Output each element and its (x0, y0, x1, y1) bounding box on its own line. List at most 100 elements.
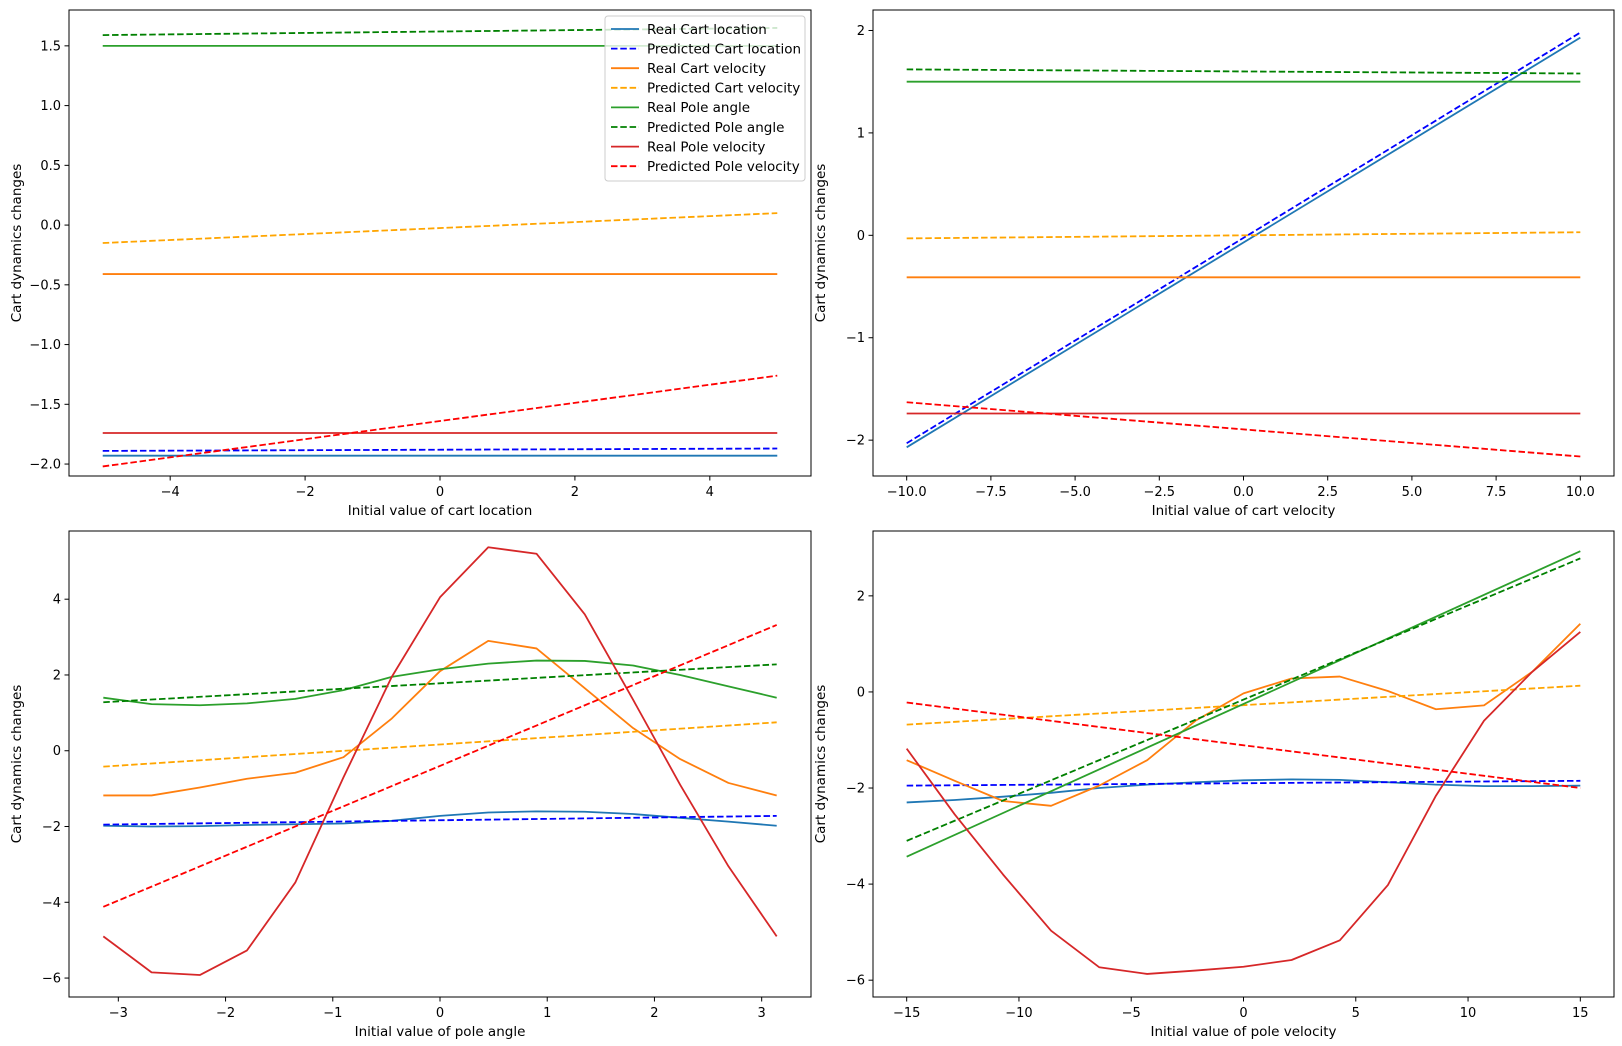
y-axis-label: Cart dynamics changes (9, 685, 25, 844)
x-tick-label: −2.5 (1144, 485, 1176, 500)
y-tick-label: −4 (846, 878, 865, 893)
y-tick-label: 0 (857, 685, 865, 700)
y-tick-label: −1.5 (29, 398, 61, 413)
x-tick-label: −2 (296, 485, 315, 500)
x-tick-label: 10 (1460, 1006, 1477, 1021)
series-line-predicted-pole-angle (103, 663, 777, 704)
y-tick-label: 0 (857, 229, 865, 244)
x-tick-label: −1 (323, 1006, 342, 1021)
series-line-real-pole-angle (906, 550, 1581, 858)
y-tick-label: −0.5 (29, 278, 61, 293)
series-line-predicted-cart-velocity (103, 721, 777, 768)
y-tick-label: −6 (42, 972, 61, 987)
series-group (906, 31, 1581, 458)
series-line-predicted-cart-velocity (102, 212, 778, 244)
y-tick-label: −2 (42, 820, 61, 835)
x-tick-label: 15 (1572, 1006, 1589, 1021)
y-tick-label: 0 (53, 744, 61, 759)
x-tick-label: −3 (109, 1006, 128, 1021)
x-axis-label: Initial value of pole velocity (1150, 1024, 1336, 1040)
legend-box (604, 15, 806, 182)
x-tick-label: 0 (436, 1006, 444, 1021)
legend-label: Real Cart velocity (647, 61, 766, 77)
x-tick-label: −15 (893, 1006, 920, 1021)
subplot-2: −10.0 −7.5 −5.0 −2.5 0.0 2.5 5.0 7.5 10.0 −2 −1 0 1 2… (813, 9, 1615, 519)
series-line-predicted-pole-angle (906, 557, 1581, 842)
series-line-predicted-pole-velocity (102, 374, 778, 468)
x-tick-label: 5 (1352, 1006, 1360, 1021)
x-tick-label: −4 (161, 485, 180, 500)
x-tick-label: −5 (1122, 1006, 1141, 1021)
series-line-predicted-cart-velocity (906, 231, 1581, 240)
subplot-1: −4 −2 0 2 4 −2.0 −1.5 −1.0 −0.5 0.0 0.5 1.0 1.5 Initi… (9, 9, 812, 519)
series-group (905, 550, 1581, 975)
legend-label: Real Pole angle (647, 100, 750, 116)
x-tick-label: 0 (436, 485, 444, 500)
y-tick-label: −2 (846, 782, 865, 797)
y-tick-label: −4 (42, 896, 61, 911)
x-tick-label: −2 (216, 1006, 235, 1021)
series-line-predicted-cart-velocity (906, 684, 1581, 726)
y-tick-label: 1 (857, 126, 865, 141)
series-line-predicted-cart-location (103, 815, 777, 826)
y-tick-label: 4 (53, 593, 61, 608)
series-line-real-pole-velocity (102, 546, 778, 976)
x-tick-label: 10.0 (1566, 485, 1595, 500)
x-axis-label: Initial value of pole angle (355, 1024, 526, 1040)
x-tick-label: 5.0 (1402, 485, 1423, 500)
y-tick-label: 2 (857, 589, 865, 604)
y-axis-label: Cart dynamics changes (813, 685, 829, 844)
y-tick-label: −1.0 (29, 338, 61, 353)
series-line-predicted-pole-velocity (906, 701, 1581, 789)
y-tick-label: 1.0 (40, 99, 61, 114)
x-tick-label: 2.5 (1317, 485, 1338, 500)
legend-label: Real Pole velocity (647, 139, 765, 155)
series-line-predicted-cart-location (102, 447, 778, 452)
series-line-predicted-cart-location (906, 31, 1581, 444)
x-tick-label: −5.0 (1059, 485, 1091, 500)
x-tick-label: 0.0 (1233, 485, 1254, 500)
series-line-real-cart-velocity (906, 623, 1581, 807)
y-axis-label: Cart dynamics changes (9, 164, 25, 323)
y-tick-label: 1.5 (40, 39, 61, 54)
y-tick-label: −2 (846, 434, 865, 449)
plot-frame (68, 530, 812, 998)
legend-label: Real Cart location (647, 22, 767, 38)
x-tick-label: 2 (571, 485, 579, 500)
x-tick-label: −7.5 (975, 485, 1007, 500)
series-line-real-pole-velocity (905, 631, 1581, 975)
series-line-predicted-pole-velocity (906, 401, 1581, 458)
series-group (102, 27, 778, 468)
legend-label: Predicted Pole angle (647, 120, 784, 136)
x-tick-label: 2 (650, 1006, 658, 1021)
subplot-3: −3 −2 −1 0 1 2 3 −6 −4 −2 0 2 4 Initial value of pole… (9, 530, 812, 1040)
y-tick-label: 2 (857, 24, 865, 39)
x-axis-label: Initial value of cart velocity (1152, 503, 1336, 519)
series-group (102, 546, 778, 976)
legend: Real Cart location Predicted Cart locatio… (604, 15, 806, 182)
x-tick-label: 1 (543, 1006, 551, 1021)
series-line-predicted-cart-location (906, 779, 1581, 787)
y-tick-label: 0.5 (40, 159, 61, 174)
series-line-predicted-pole-velocity (102, 624, 778, 908)
series-line-real-cart-location (906, 36, 1581, 449)
series-line-predicted-pole-angle (906, 68, 1581, 75)
y-tick-label: −1 (846, 331, 865, 346)
x-tick-label: 3 (758, 1006, 766, 1021)
x-axis-label: Initial value of cart location (348, 503, 533, 519)
subplot-4: −15 −10 −5 0 5 10 15 −6 −4 −2 0 2 Initial value of p… (813, 530, 1615, 1040)
series-line-real-cart-velocity (103, 639, 777, 797)
legend-label: Predicted Pole velocity (647, 159, 800, 175)
x-tick-label: 7.5 (1486, 485, 1507, 500)
x-tick-label: −10.0 (887, 485, 927, 500)
legend-label: Predicted Cart velocity (647, 81, 800, 97)
series-line-real-cart-location (906, 778, 1581, 804)
y-tick-label: −6 (846, 974, 865, 989)
series-line-real-cart-location (103, 810, 777, 828)
y-axis-label: Cart dynamics changes (813, 164, 829, 323)
y-tick-label: 0.0 (40, 219, 61, 234)
plot-frame (872, 530, 1615, 998)
x-tick-label: 0 (1239, 1006, 1247, 1021)
x-tick-label: 4 (706, 485, 714, 500)
